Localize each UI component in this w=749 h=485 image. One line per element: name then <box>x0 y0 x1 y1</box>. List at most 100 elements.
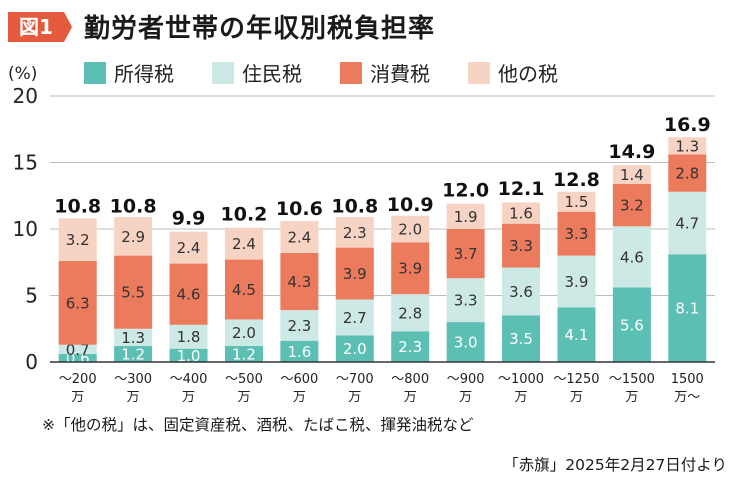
segment-value-label: 1.0 <box>177 347 201 365</box>
segment-value-label: 1.5 <box>565 193 589 211</box>
x-tick-label: ～900 <box>447 372 485 387</box>
x-tick-label-unit: 万 <box>570 390 583 405</box>
x-tick-label: ～700 <box>336 372 374 387</box>
segment-value-label: 1.9 <box>454 208 478 226</box>
legend-label: 所得税 <box>114 62 174 86</box>
bar-segment <box>446 278 485 323</box>
x-tick-label: ～300 <box>114 372 152 387</box>
segment-value-label: 3.3 <box>454 292 478 310</box>
legend-swatch <box>340 62 362 84</box>
bar-segment <box>391 215 430 243</box>
segment-value-label: 2.4 <box>287 228 311 246</box>
total-value-label: 12.8 <box>553 169 600 191</box>
segment-value-label: 1.6 <box>509 205 533 223</box>
y-tick-label: 0 <box>25 350 38 374</box>
segment-value-label: 4.5 <box>232 281 256 299</box>
bar-segment <box>114 255 153 329</box>
source-credit: 「赤旗」2025年2月27日付より <box>503 456 727 474</box>
segment-value-label: 1.2 <box>121 346 145 364</box>
bar-segment <box>391 294 430 332</box>
x-tick-label: ～200 <box>59 372 97 387</box>
segment-value-label: 4.3 <box>287 273 311 291</box>
bar-segment <box>114 346 153 362</box>
bar-segment <box>280 340 319 362</box>
bar-segment <box>335 247 374 300</box>
bar-segment <box>224 319 263 347</box>
bar-segment <box>446 203 485 229</box>
footnote: ※「他の税」は、固定資産税、酒税、たばこ税、揮発油税など <box>42 416 474 434</box>
legend-swatch <box>468 62 490 84</box>
segment-value-label: 3.7 <box>454 245 478 263</box>
bar-segment <box>557 191 596 212</box>
segment-value-label: 2.4 <box>232 235 256 253</box>
bar-segment <box>391 242 430 295</box>
segment-value-label: 3.9 <box>398 260 422 278</box>
total-value-label: 12.0 <box>442 179 489 201</box>
badge-label: 図1 <box>19 15 53 39</box>
segment-value-label: 8.1 <box>675 300 699 318</box>
x-tick-label-unit: 万 <box>459 390 472 405</box>
bar-segment <box>502 223 541 268</box>
x-tick-label-unit: 万～ <box>674 390 700 405</box>
bar-segment <box>224 346 263 362</box>
bar-segment <box>58 260 97 345</box>
segment-value-label: 2.8 <box>675 165 699 183</box>
x-tick-label-unit: 万 <box>404 390 417 405</box>
segment-value-label: 3.6 <box>509 283 533 301</box>
bar-segment <box>58 354 97 362</box>
legend-label: 消費税 <box>370 62 430 86</box>
segment-value-label: 1.2 <box>232 346 256 364</box>
bar-segment <box>169 263 208 325</box>
x-tick-label-unit: 万 <box>293 390 306 405</box>
segment-value-label: 4.1 <box>565 326 589 344</box>
segment-value-label: 2.3 <box>287 317 311 335</box>
total-value-label: 12.1 <box>498 178 545 200</box>
y-tick-label: 5 <box>25 284 38 308</box>
bar-segment <box>668 137 707 155</box>
segment-value-label: 2.0 <box>398 221 422 239</box>
bar-segment <box>668 191 707 255</box>
segment-value-label: 3.9 <box>343 265 367 283</box>
y-tick-label: 15 <box>13 151 38 175</box>
x-tick-label: ～1000 <box>498 372 544 387</box>
segment-value-label: 3.3 <box>565 225 589 243</box>
bar-segment <box>280 252 319 311</box>
bar-segment <box>58 344 97 355</box>
x-tick-label: ～1250 <box>553 372 599 387</box>
total-value-label: 14.9 <box>608 141 655 163</box>
segment-value-label: 3.3 <box>509 237 533 255</box>
bar-segment <box>502 267 541 316</box>
bar-segment <box>335 335 374 362</box>
x-tick-label: ～400 <box>170 372 208 387</box>
segment-value-label: 1.6 <box>287 343 311 361</box>
total-value-label: 9.9 <box>172 207 206 229</box>
bar-segment <box>280 221 319 253</box>
bar-segment <box>557 307 596 362</box>
segment-value-label: 2.9 <box>121 228 145 246</box>
bar-segment <box>502 202 541 224</box>
x-tick-label-unit: 万 <box>127 390 140 405</box>
x-tick-label-unit: 万 <box>71 390 84 405</box>
total-value-label: 10.2 <box>221 203 268 225</box>
bar-segment <box>114 328 153 347</box>
x-tick-label: ～1500 <box>609 372 655 387</box>
x-tick-label: ～800 <box>391 372 429 387</box>
bar-segment <box>169 348 208 362</box>
legend-swatch <box>212 62 234 84</box>
bar-segment <box>169 231 208 264</box>
segment-value-label: 2.3 <box>398 338 422 356</box>
total-value-label: 10.9 <box>387 194 434 216</box>
bar-segment <box>58 218 97 261</box>
bar-segment <box>114 217 153 256</box>
bar-segment <box>557 211 596 256</box>
chart-title: 勤労者世帯の年収別税負担率 <box>84 14 436 44</box>
x-tick-label: 1500 <box>671 372 704 387</box>
badge-polygon <box>8 12 72 42</box>
bar-segment <box>502 315 541 362</box>
x-tick-label-unit: 万 <box>182 390 195 405</box>
segment-value-label: 3.2 <box>620 197 644 215</box>
legend-label: 他の税 <box>498 62 558 86</box>
segment-value-label: 6.3 <box>66 294 90 312</box>
bar-segment <box>280 310 319 341</box>
